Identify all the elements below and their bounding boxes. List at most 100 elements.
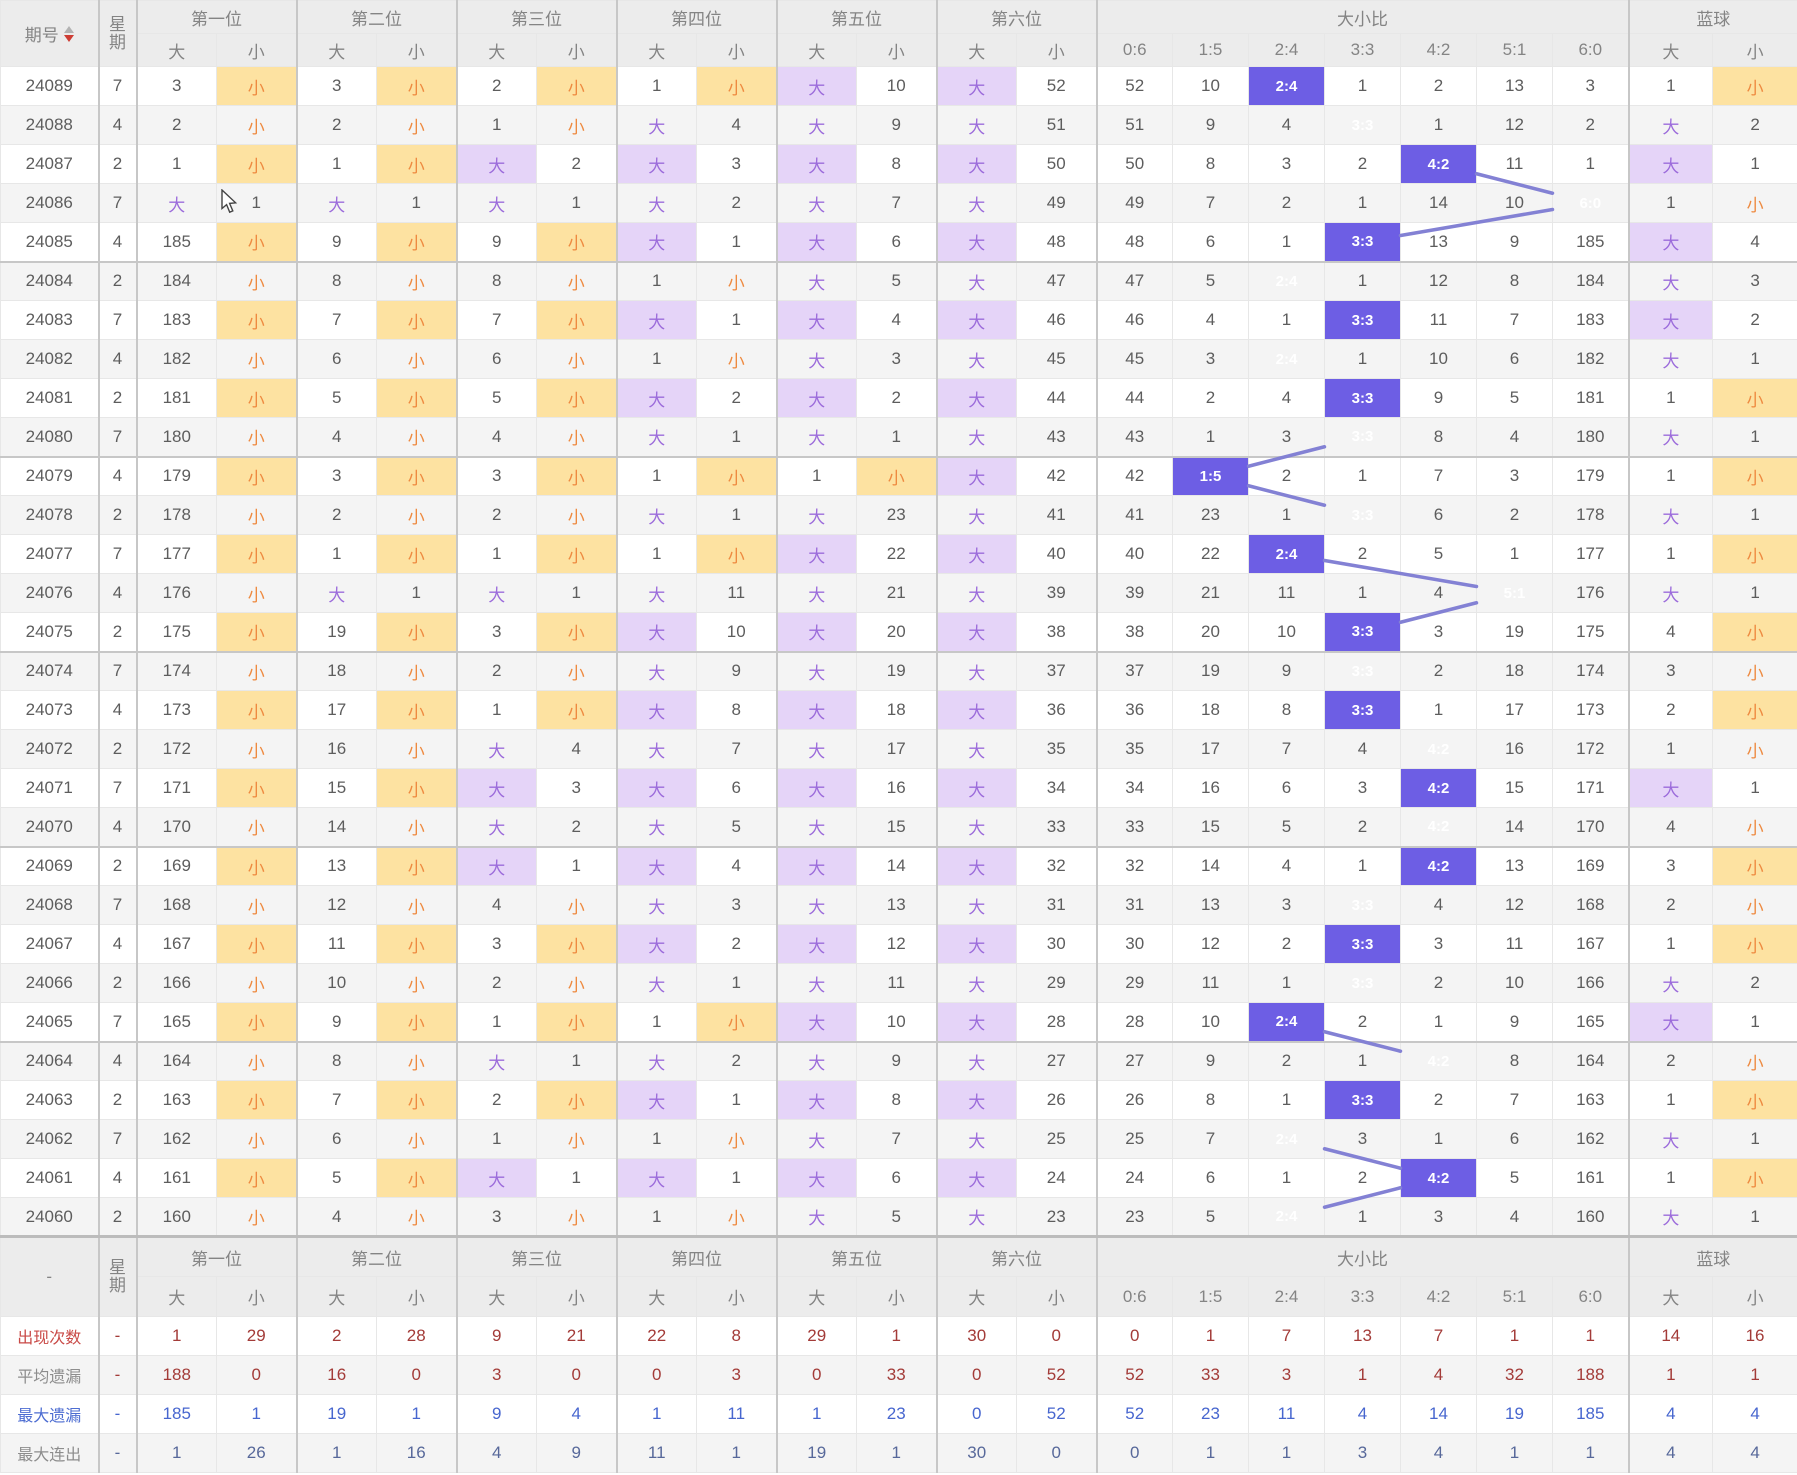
table-row: 24064 4 164 小 8 小大 1 大 2 大 9 大 27 27 9 2 1 4:2 8 164 2 小 bbox=[0, 1041, 1797, 1081]
footer-blue-value-cell: 1 bbox=[1712, 1355, 1797, 1395]
table-row: 24077 7 177 小 1 小 1 小 1 小大 22 大 40 40 22 2:4 2 5 1 177 1 小 bbox=[0, 534, 1797, 574]
pos-group-header-1: 第一位 bbox=[135, 1235, 297, 1277]
pos-big-cell: 1 bbox=[615, 66, 697, 106]
pos-small-cell: 小 bbox=[216, 339, 297, 379]
pos-big-cell: 13 bbox=[295, 846, 377, 886]
pos-small-cell: 小 bbox=[536, 1002, 617, 1043]
pos-big-cell: 大 bbox=[455, 768, 537, 808]
ratio-miss-cell: 10 bbox=[1172, 66, 1249, 106]
week-cell: 2 bbox=[97, 261, 137, 301]
pos-small-cell: 46 bbox=[1016, 300, 1097, 340]
pos-small-cell: 小 bbox=[216, 573, 297, 613]
pos-small-cell: 小 bbox=[376, 378, 457, 418]
pos-big-cell: 176 bbox=[135, 573, 217, 613]
pos-big-cell: 大 bbox=[775, 963, 857, 1003]
ratio-miss-cell: 185 bbox=[1551, 222, 1630, 263]
pos-big-cell: 大 bbox=[135, 183, 217, 223]
table-row: 24061 4 161 小 5 小大 1 大 1 大 6 大 24 24 6 1 2 4:2 5 161 1 小 bbox=[0, 1158, 1797, 1198]
ratio-miss-cell: 4 bbox=[1324, 729, 1401, 769]
pos-big-cell: 大 bbox=[775, 1080, 857, 1120]
pos-big-cell: 大 bbox=[935, 378, 1017, 418]
ratio-miss-cell: 4 bbox=[1400, 573, 1477, 613]
footer-value-cell: 28 bbox=[376, 1316, 457, 1356]
pos-small-cell: 小 bbox=[376, 690, 457, 730]
week-cell: 2 bbox=[97, 963, 137, 1003]
pos-big-cell: 2 bbox=[295, 495, 377, 535]
pos-small-cell: 8 bbox=[856, 1080, 937, 1120]
pos-big-cell: 17 bbox=[295, 690, 377, 730]
ratio-hit-cell: 3:3 bbox=[1324, 105, 1401, 145]
ratio-miss-cell: 12 bbox=[1476, 105, 1553, 145]
footer-value-cell: 23 bbox=[856, 1394, 937, 1434]
pos-big-cell: 大 bbox=[775, 261, 857, 301]
week-header-line2: 期 bbox=[109, 1276, 126, 1295]
pos-small-cell: 小 bbox=[536, 495, 617, 535]
footer-week-cell: - bbox=[97, 1394, 137, 1434]
pos-big-cell: 173 bbox=[135, 690, 217, 730]
footer-ratio-value-cell: 7 bbox=[1400, 1316, 1477, 1356]
blue-big-cell: 4 bbox=[1627, 612, 1714, 653]
blue-small-cell: 2 bbox=[1712, 963, 1797, 1003]
sort-desc-icon[interactable] bbox=[63, 34, 74, 42]
pos-big-cell: 1 bbox=[615, 456, 697, 496]
ratio-miss-cell: 15 bbox=[1476, 768, 1553, 808]
footer-ratio-value-cell: 7 bbox=[1248, 1316, 1325, 1356]
ratio-miss-cell: 11 bbox=[1476, 924, 1553, 964]
period-cell: 24080 bbox=[0, 417, 99, 458]
pos-big-cell: 大 bbox=[455, 729, 537, 769]
period-cell: 24087 bbox=[0, 144, 99, 184]
footer-stat-row: 最大遗漏 -185 1 19 1 9 4 1 11 1 23 0 52 52 23 11 4 14 19 185 4 4 bbox=[0, 1394, 1797, 1434]
pos-small-cell: 小 bbox=[696, 261, 777, 301]
blue-big-cell: 3 bbox=[1627, 651, 1714, 691]
ratio-miss-cell: 3 bbox=[1476, 456, 1553, 496]
pos-big-cell: 大 bbox=[615, 612, 697, 653]
pos-big-cell: 大 bbox=[935, 105, 1017, 145]
footer-ratio-value-cell: 188 bbox=[1551, 1355, 1630, 1395]
pos-big-cell: 大 bbox=[935, 417, 1017, 458]
period-cell: 24089 bbox=[0, 66, 99, 106]
pos-small-cell: 1 bbox=[696, 495, 777, 535]
ratio-miss-cell: 1 bbox=[1324, 456, 1401, 496]
pos-small-cell: 小 bbox=[376, 534, 457, 574]
table-row: 24067 4 167 小 11 小 3 小大 2 大 12 大 30 30 12 2 3:3 3 11 167 1 小 bbox=[0, 924, 1797, 964]
footer-header-row-groups: - 星期第一位 第二位 第三位 第四位 第五位 第六位 大小比 蓝球 bbox=[0, 1235, 1797, 1317]
period-cell: 24066 bbox=[0, 963, 99, 1003]
pos-big-cell: 2 bbox=[295, 105, 377, 145]
pos-big-cell: 8 bbox=[295, 261, 377, 301]
pos-small-cell: 小 bbox=[536, 339, 617, 379]
ratio-miss-cell: 1 bbox=[1248, 963, 1325, 1003]
pos-big-cell: 167 bbox=[135, 924, 217, 964]
pos-small-cell: 6 bbox=[856, 1158, 937, 1198]
blue-big-cell: 1 bbox=[1627, 378, 1714, 418]
sort-arrows-icon[interactable] bbox=[63, 25, 74, 42]
ratio-miss-cell: 184 bbox=[1551, 261, 1630, 301]
pos-big-cell: 1 bbox=[775, 456, 857, 496]
week-header-line1: 星 bbox=[109, 1258, 126, 1277]
footer-stat-label: 平均遗漏 bbox=[0, 1355, 99, 1395]
blue-big-cell: 大 bbox=[1627, 573, 1714, 613]
ratio-miss-cell: 161 bbox=[1551, 1158, 1630, 1198]
pos-small-cell: 小 bbox=[376, 1197, 457, 1238]
pos-small-cell: 小 bbox=[376, 339, 457, 379]
blue-small-cell: 小 bbox=[1712, 846, 1797, 886]
footer-corner-header: - bbox=[0, 1235, 99, 1317]
period-sort-header[interactable]: 期号 bbox=[0, 0, 99, 67]
pos-small-cell: 小 bbox=[536, 378, 617, 418]
week-cell: 2 bbox=[97, 846, 137, 886]
pos-small-cell: 小 bbox=[376, 495, 457, 535]
pos-small-cell: 1 bbox=[696, 300, 777, 340]
blue-small-cell: 小 bbox=[1712, 729, 1797, 769]
table-row: 24083 7 183 小 7 小 7 小大 1 大 4 大 46 46 4 1 3:3 11 7 183 大 2 bbox=[0, 300, 1797, 340]
sort-asc-icon[interactable] bbox=[63, 25, 74, 33]
pos-small-cell: 9 bbox=[696, 651, 777, 691]
ratio-miss-cell: 5 bbox=[1172, 261, 1249, 301]
ratio-hit-cell: 2:4 bbox=[1248, 1119, 1325, 1159]
pos-small-cell: 小 bbox=[696, 339, 777, 379]
pos-big-cell: 大 bbox=[775, 924, 857, 964]
pos-big-cell: 1 bbox=[455, 105, 537, 145]
pos-big-cell: 5 bbox=[295, 378, 377, 418]
pos-group-header-6: 第六位 bbox=[935, 0, 1097, 34]
ratio-hit-cell: 3:3 bbox=[1324, 885, 1401, 925]
table-row: 24084 2 184 小 8 小 8 小 1 小大 5 大 47 47 5 2:4 1 12 8 184 大 3 bbox=[0, 261, 1797, 301]
ratio-miss-cell: 44 bbox=[1095, 378, 1173, 418]
